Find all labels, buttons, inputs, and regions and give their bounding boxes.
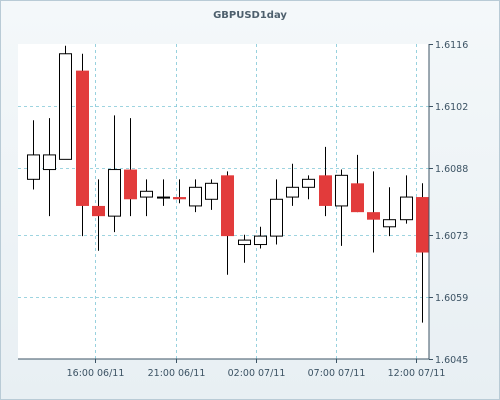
candle-down [416,183,429,323]
candle-up [205,179,218,210]
candle-up [238,234,251,263]
candles [27,45,429,323]
candle-body [286,186,299,198]
x-tick-label: 12:00 07/11 [388,368,446,379]
candle-body [173,197,186,200]
candle-body [43,154,56,171]
candle-up [383,187,396,237]
candle-up [270,179,283,245]
candle-body [351,183,364,213]
y-tick-label: 1.6045 [435,355,468,366]
candle-down [367,171,380,253]
candle-body [254,235,267,246]
y-tick-label: 1.6073 [435,231,468,242]
candle-up [302,175,315,200]
candle-body [221,175,234,237]
candle-down [124,118,137,217]
y-tick-label: 1.6102 [435,102,468,113]
candle-down [173,179,186,204]
candle-body [319,175,332,206]
candle-body [92,205,105,217]
candle-body [400,196,413,221]
candle-down [319,146,332,217]
candle-down [221,171,234,275]
candle-body [157,196,170,199]
chart-title: GBPUSD1day [213,10,287,21]
candle-up [140,179,153,217]
candle-up [59,45,72,160]
candle-up [286,163,299,206]
candle-body [416,197,429,253]
x-tick-label: 16:00 06/11 [67,368,125,379]
candle-up [335,169,348,246]
x-tick-label: 21:00 06/11 [148,368,206,379]
y-tick-label: 1.6116 [435,40,468,51]
candle-body [205,182,218,200]
y-tick-label: 1.6088 [435,164,468,175]
candle-down [92,179,105,251]
candle-up [189,179,202,213]
y-tick-label: 1.6059 [435,293,468,304]
candle-body [59,53,72,160]
y-axis: 1.6116 1.6102 1.6088 1.6073 1.6059 1.6045 [429,40,468,366]
candle-up [43,118,56,217]
candle-body [140,190,153,198]
candle-body [124,169,137,200]
candle-down [76,53,89,237]
candle-body [27,154,40,180]
candle-body [76,70,89,206]
candle-up [400,175,413,224]
candle-body [302,178,315,188]
candle-up [157,179,170,206]
x-tick-label: 02:00 07/11 [228,368,286,379]
candle-body [335,174,348,207]
candle-body [189,186,202,207]
x-tick-label: 07:00 07/11 [308,368,366,379]
candle-body [383,219,396,228]
candle-up [27,120,40,190]
candle-down [351,154,364,213]
x-axis: 16:00 06/11 21:00 06/11 02:00 07/11 07:00 0… [67,359,446,379]
candle-body [238,239,251,246]
candle-up [108,115,121,233]
candle-body [270,198,283,237]
candle-body [108,169,121,217]
candle-body [367,212,380,220]
candle-up [254,226,267,249]
